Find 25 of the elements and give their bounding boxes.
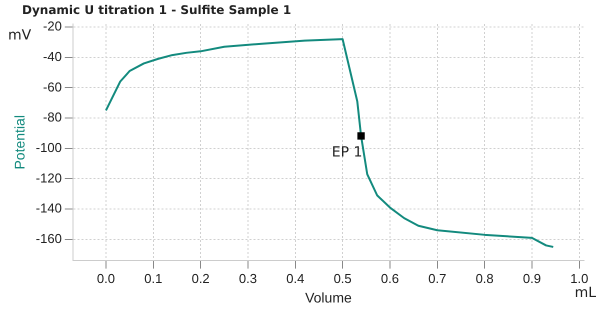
y-tick-label: -140 (36, 200, 62, 216)
x-tick-label: 0.0 (96, 270, 115, 286)
y-tick-label: -40 (43, 48, 62, 64)
chart-title: Dynamic U titration 1 - Sulfite Sample 1 (22, 3, 292, 17)
x-tick-label: 0.6 (380, 270, 399, 286)
x-tick-label: 0.4 (286, 270, 304, 286)
y-axis-title: Potential (11, 115, 28, 170)
y-tick-label: -80 (43, 110, 62, 125)
text: mV (8, 28, 32, 44)
x-tick-label: 0.1 (144, 270, 162, 286)
text: mL (574, 285, 596, 302)
x-tick-label: 0.8 (476, 270, 494, 286)
x-tick-label: 0.5 (334, 270, 352, 286)
x-tick-label: 0.7 (428, 270, 446, 286)
x-tick-label: 1.0 (570, 270, 588, 286)
x-axis-title: Volume (305, 289, 352, 306)
y-tick-label: -160 (36, 230, 62, 246)
y-tick-label: -20 (43, 18, 62, 34)
x-tick-label: 0.3 (238, 270, 257, 286)
x-tick-label: 0.2 (192, 270, 210, 286)
y-tick-label: -120 (36, 170, 62, 186)
annotation: EP 1 (332, 144, 362, 161)
x-tick-label: 0.9 (522, 270, 541, 286)
y-tick-label: -100 (36, 140, 62, 155)
y-tick-label: -60 (43, 79, 62, 94)
